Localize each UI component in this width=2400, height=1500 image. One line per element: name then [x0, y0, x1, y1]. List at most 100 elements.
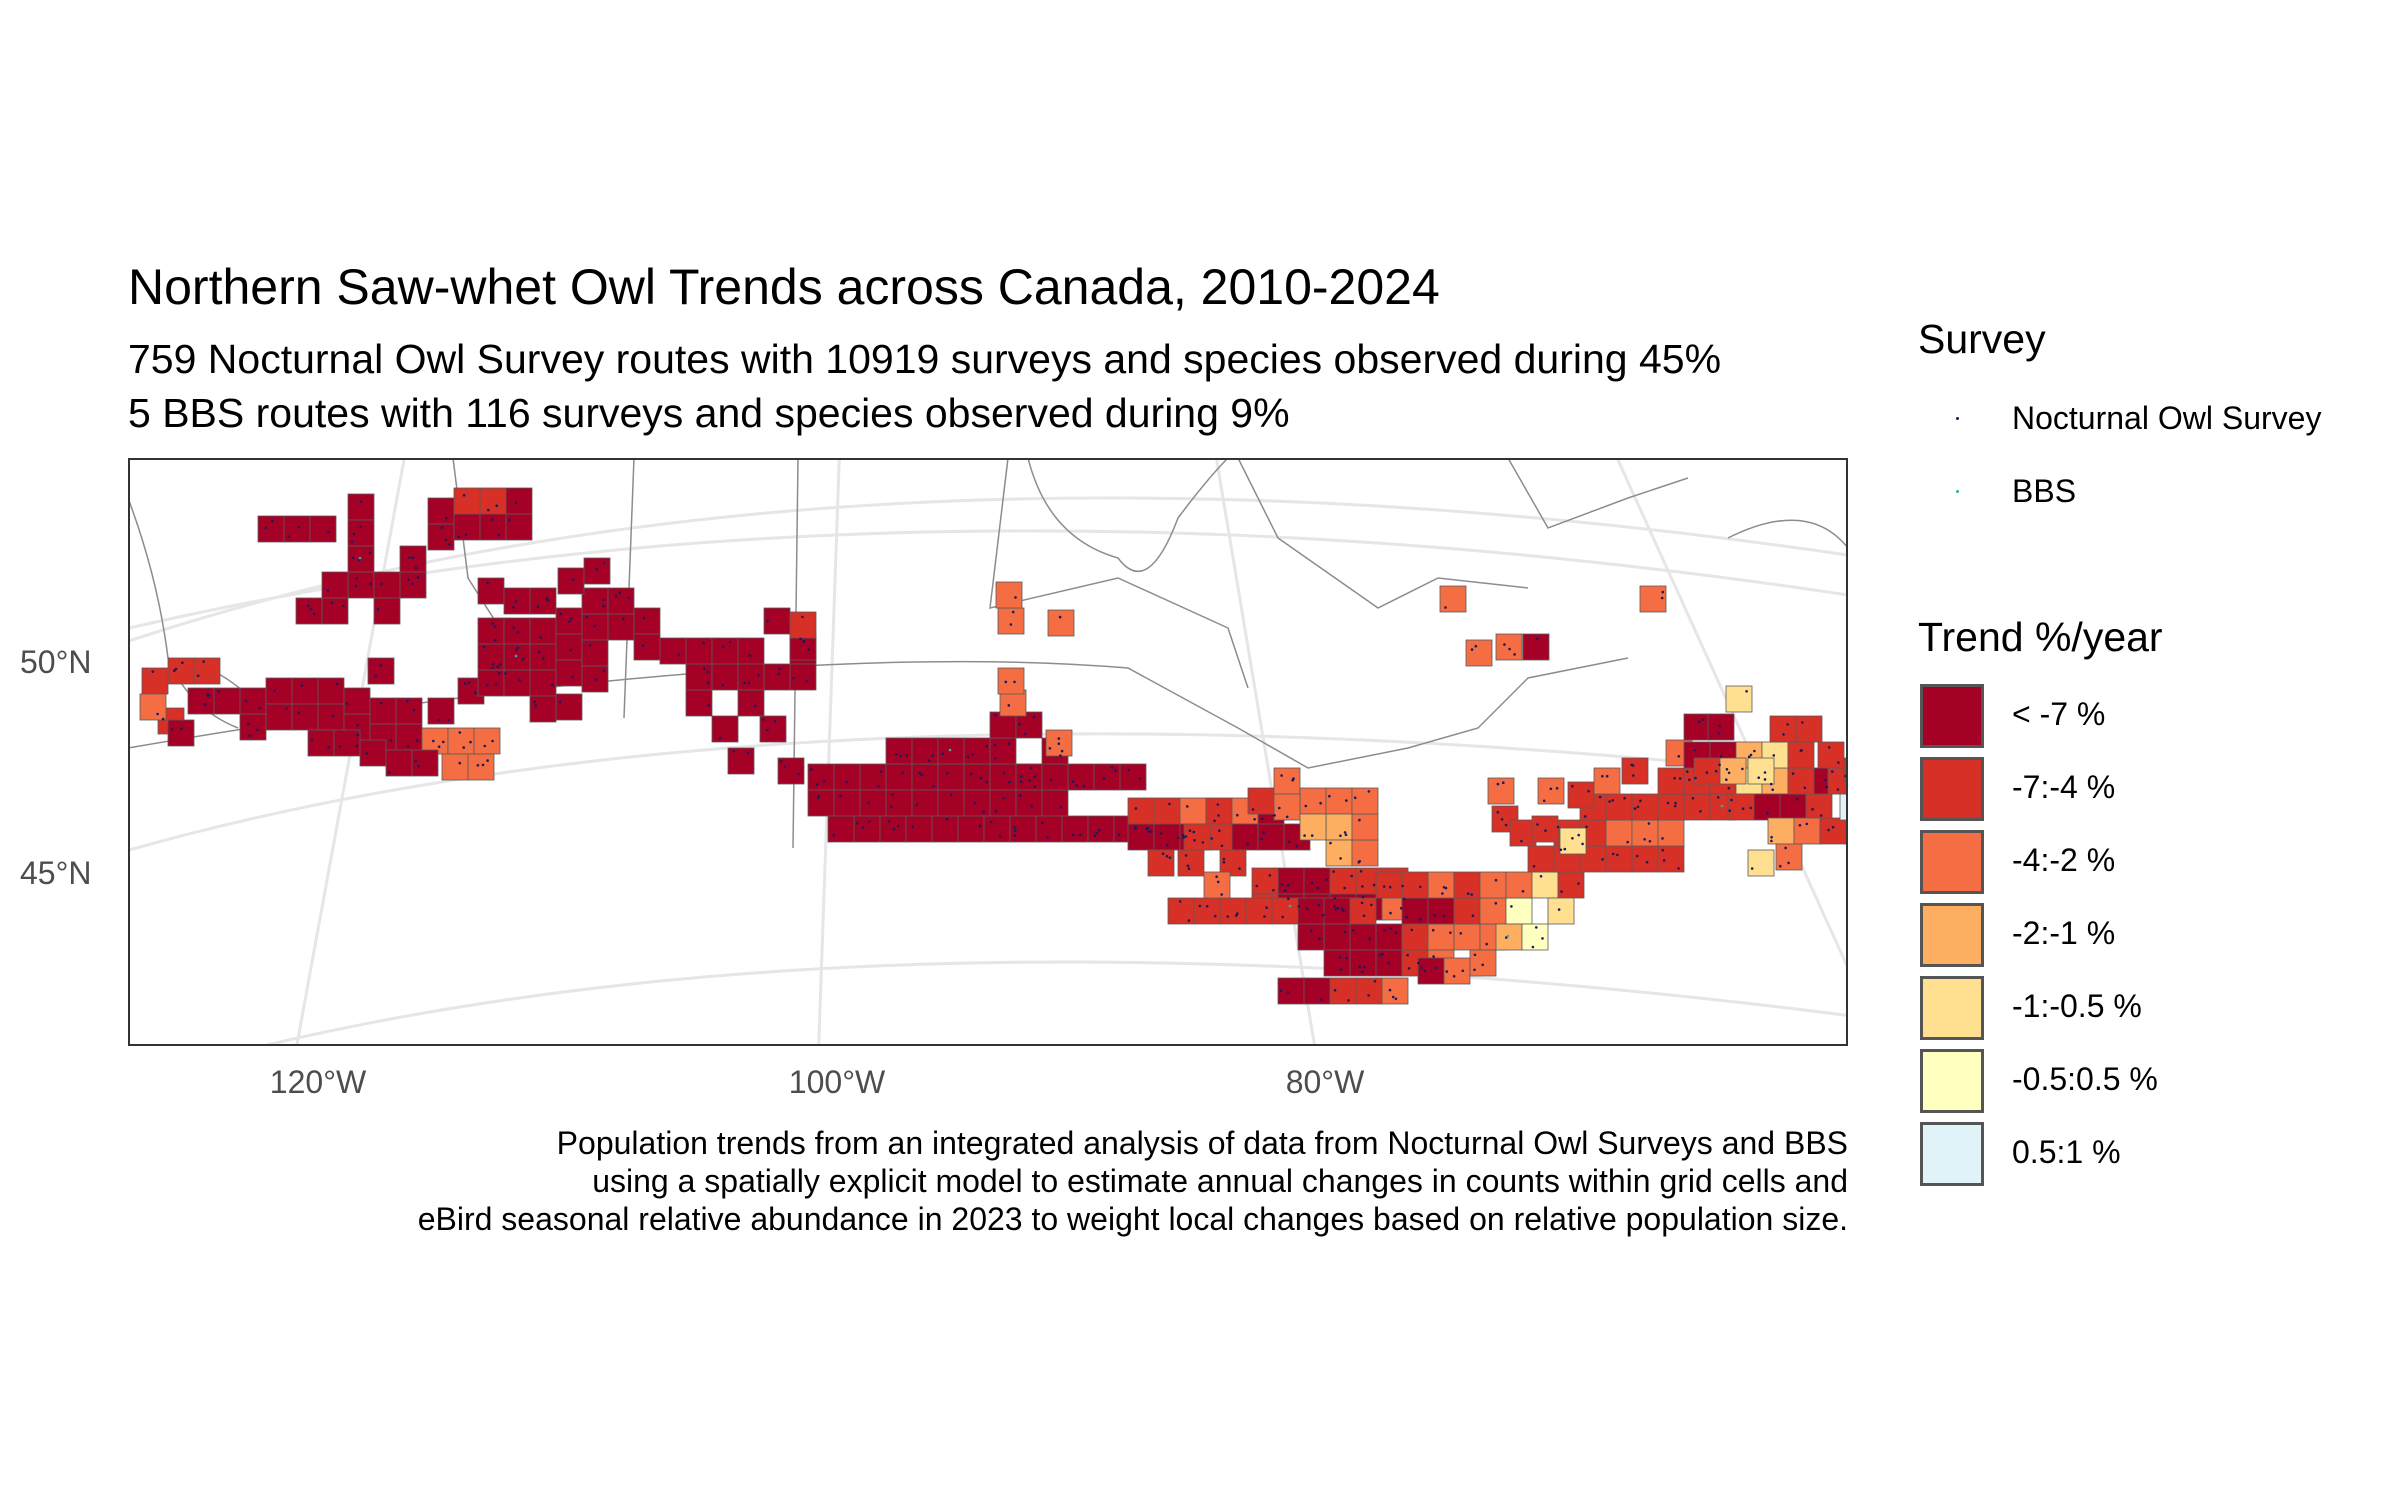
survey-point-nocturnal-owl	[485, 684, 489, 687]
survey-point-nocturnal-owl	[156, 712, 159, 716]
survey-point-nocturnal-owl	[572, 578, 575, 581]
survey-point-nocturnal-owl	[356, 724, 359, 727]
survey-point-nocturnal-owl	[969, 772, 973, 776]
survey-point-nocturnal-owl	[966, 755, 970, 758]
grid-cell	[1203, 871, 1231, 899]
grid-cell	[1375, 923, 1403, 951]
survey-point-nocturnal-owl	[1095, 831, 1099, 835]
survey-point-nocturnal-owl	[458, 731, 462, 734]
survey-point-nocturnal-owl	[1178, 900, 1182, 903]
caption-line: using a spatially explicit model to esti…	[592, 1163, 1848, 1199]
grid-cell	[1041, 789, 1069, 817]
grid-cell	[1439, 585, 1467, 613]
survey-point-nocturnal-owl	[777, 672, 781, 676]
survey-point-nocturnal-owl	[1166, 843, 1169, 847]
grid-cell	[373, 571, 401, 599]
legend-key-label: -4:-2 %	[2012, 842, 2116, 878]
survey-point-nocturnal-owl	[415, 739, 419, 742]
survey-point-nocturnal-owl	[1210, 837, 1213, 840]
survey-point-nocturnal-owl	[1342, 909, 1345, 913]
survey-point-nocturnal-owl	[1442, 886, 1446, 889]
survey-point-nocturnal-owl	[994, 714, 997, 717]
survey-point-nocturnal-owl	[1647, 822, 1651, 825]
grid-cell	[1787, 767, 1815, 795]
survey-point-nocturnal-owl	[816, 796, 820, 800]
survey-point-nocturnal-owl	[1381, 952, 1384, 956]
grid-cell	[343, 687, 371, 715]
survey-point-nocturnal-owl	[1557, 908, 1561, 911]
survey-point-nocturnal-owl	[512, 626, 515, 629]
survey-point-nocturnal-owl	[458, 761, 462, 765]
survey-point-nocturnal-owl	[1766, 811, 1769, 815]
survey-point-nocturnal-owl	[1394, 997, 1398, 1001]
survey-point-nocturnal-owl	[206, 693, 209, 696]
survey-point-nocturnal-owl	[1405, 915, 1408, 919]
grid-cell	[473, 727, 501, 755]
legend-key-swatch	[1920, 757, 1984, 821]
survey-point-nocturnal-owl	[1521, 890, 1525, 893]
survey-point-nocturnal-owl	[1041, 821, 1044, 824]
survey-point-nocturnal-owl	[799, 637, 802, 641]
grid-cell	[607, 587, 635, 615]
survey-point-nocturnal-owl	[331, 714, 335, 718]
grid-cell	[1247, 787, 1275, 815]
survey-point-nocturnal-owl	[994, 809, 998, 813]
legend-key-swatch	[1920, 830, 1984, 894]
survey-point-nocturnal-owl	[918, 771, 922, 775]
survey-point-nocturnal-owl	[359, 525, 362, 528]
survey-point-nocturnal-owl	[1608, 800, 1611, 803]
survey-point-nocturnal-owl	[1013, 826, 1016, 829]
survey-point-nocturnal-owl	[743, 681, 746, 685]
survey-point-nocturnal-owl	[1046, 836, 1049, 839]
survey-point-nocturnal-owl	[585, 615, 589, 619]
survey-point-nocturnal-owl	[1283, 889, 1287, 892]
survey-point-nocturnal-owl	[1316, 886, 1319, 890]
survey-point-nocturnal-owl	[1372, 883, 1376, 887]
survey-point-nocturnal-owl	[1161, 852, 1165, 855]
survey-point-nocturnal-owl	[327, 746, 330, 749]
x-axis-label-120w: 120°W	[269, 1064, 367, 1100]
graticule-meridian-80w	[1214, 458, 1317, 1046]
survey-point-nocturnal-owl	[941, 752, 945, 755]
survey-point-nocturnal-owl	[721, 645, 725, 648]
grid-cell	[807, 789, 835, 817]
survey-point-nocturnal-owl	[1226, 915, 1229, 918]
survey-point-nocturnal-owl	[1693, 748, 1696, 752]
legend-label-nocturnal-owl-survey: Nocturnal Owl Survey	[2012, 400, 2322, 436]
grid-cell	[1779, 793, 1807, 821]
grid-cell	[1303, 867, 1331, 895]
survey-point-nocturnal-owl	[1362, 914, 1366, 918]
grid-cell	[1427, 923, 1455, 951]
survey-point-nocturnal-owl	[1470, 648, 1474, 651]
survey-point-nocturnal-owl	[805, 679, 809, 683]
grid-cell	[477, 643, 505, 671]
survey-point-nocturnal-owl	[1500, 818, 1504, 821]
survey-point-nocturnal-owl	[571, 675, 574, 679]
grid-cell	[1015, 763, 1043, 791]
grid-cell	[1323, 949, 1351, 977]
survey-point-nocturnal-owl	[1002, 796, 1005, 800]
grid-cell	[187, 687, 215, 715]
survey-point-nocturnal-owl	[1626, 840, 1629, 844]
survey-point-nocturnal-owl	[1060, 749, 1064, 753]
survey-point-nocturnal-owl	[1727, 771, 1731, 775]
grid-cell	[239, 687, 267, 715]
survey-point-nocturnal-owl	[1801, 721, 1804, 724]
grid-cell	[957, 815, 985, 843]
grid-cell	[1527, 845, 1555, 873]
survey-point-nocturnal-owl	[602, 669, 606, 673]
legend-dot-bbs	[1956, 490, 1959, 493]
legend-key-swatch	[1920, 684, 1984, 748]
survey-point-nocturnal-owl	[1251, 808, 1255, 811]
grid-cell	[411, 749, 439, 777]
survey-point-nocturnal-owl	[1763, 771, 1767, 774]
grid-cell	[1351, 813, 1379, 841]
grid-cell	[1375, 871, 1403, 899]
survey-point-nocturnal-owl	[1433, 914, 1436, 917]
survey-point-nocturnal-owl	[309, 607, 313, 611]
grid-cell	[283, 515, 311, 543]
survey-point-nocturnal-owl	[593, 624, 596, 628]
survey-point-nocturnal-owl	[1399, 906, 1403, 910]
survey-point-nocturnal-owl	[359, 500, 363, 503]
survey-point-nocturnal-owl	[374, 674, 377, 677]
